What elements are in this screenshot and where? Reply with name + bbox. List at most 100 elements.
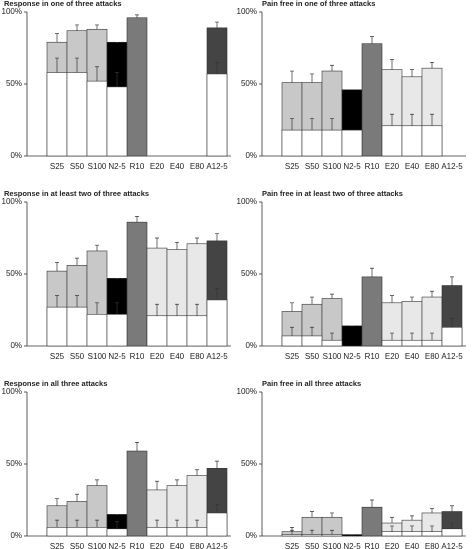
error-bar: [95, 244, 99, 251]
bar: [281, 534, 303, 537]
bar: [46, 72, 68, 157]
error-bar: [450, 505, 454, 512]
x-tick-label: S50: [70, 162, 85, 171]
error-bar: [290, 118, 294, 131]
error-bar: [215, 233, 219, 241]
x-tick-label: E20: [385, 542, 400, 549]
bar: [321, 339, 343, 347]
error-bar: [135, 14, 139, 18]
x-tick-label: E20: [385, 162, 400, 171]
error-bar: [75, 493, 79, 502]
error-bar: [330, 293, 334, 299]
error-bar: [55, 295, 59, 308]
x-tick-label: R10: [130, 162, 145, 171]
bar: [46, 527, 68, 537]
error-bar: [410, 113, 414, 126]
error-bar: [55, 498, 59, 506]
error-bar: [430, 525, 434, 532]
bar: [421, 531, 443, 537]
x-tick-label: R10: [130, 542, 145, 549]
bar: [401, 125, 423, 157]
x-tick-label: A12-5: [206, 162, 228, 171]
bar: [146, 527, 168, 537]
bar: [86, 527, 108, 537]
y-tick-label: 100%: [2, 7, 22, 16]
error-bar: [310, 529, 314, 535]
x-tick-label: N2-5: [108, 542, 126, 549]
error-bar: [330, 64, 334, 72]
y-tick-label: 0%: [245, 151, 257, 160]
panel-title: Pain free in at least two of three attac…: [262, 189, 403, 198]
bar: [421, 125, 443, 157]
y-tick-label: 0%: [10, 341, 22, 350]
error-bar: [430, 332, 434, 341]
x-tick-label: A12-5: [206, 352, 228, 361]
error-bar: [390, 525, 394, 532]
panel-title: Pain free in all three attacks: [262, 379, 361, 388]
y-tick-label: 100%: [237, 7, 257, 16]
x-tick-label: S50: [70, 542, 85, 549]
error-bar: [175, 241, 179, 250]
error-bar: [390, 332, 394, 341]
bar: [126, 17, 148, 157]
error-bar: [115, 302, 119, 315]
x-tick-label: E80: [190, 542, 205, 549]
bar: [361, 43, 383, 157]
x-tick-label: S100: [88, 542, 107, 549]
x-tick-label: E20: [150, 542, 165, 549]
y-tick-label: 50%: [6, 79, 22, 88]
error-bar: [195, 303, 199, 316]
x-tick-label: R10: [130, 352, 145, 361]
error-bar: [390, 113, 394, 126]
bar: [106, 528, 128, 537]
error-bar: [115, 505, 119, 515]
bar: [146, 315, 168, 347]
error-bar: [75, 24, 79, 31]
error-bar: [55, 262, 59, 272]
x-tick-label: S100: [88, 162, 107, 171]
error-bar: [410, 525, 414, 532]
x-tick-label: E20: [150, 352, 165, 361]
y-tick-label: 50%: [241, 269, 257, 278]
x-tick-label: S25: [50, 162, 65, 171]
y-tick-label: 100%: [237, 197, 257, 206]
bar: [341, 325, 363, 347]
x-tick-label: A12-5: [441, 542, 463, 549]
error-bar: [195, 519, 199, 528]
error-bar: [350, 316, 354, 326]
bar: [301, 534, 323, 537]
panel-title: Response in all three attacks: [4, 379, 107, 388]
bar: [281, 335, 303, 347]
error-bar: [115, 33, 119, 43]
bar: [301, 129, 323, 157]
x-tick-label: E40: [405, 162, 420, 171]
bar: [341, 129, 363, 157]
x-tick-label: E40: [405, 352, 420, 361]
error-bar: [290, 326, 294, 336]
error-bar: [75, 519, 79, 528]
error-bar: [410, 296, 414, 302]
error-bar: [55, 519, 59, 528]
bar: [126, 450, 148, 537]
y-tick-label: 50%: [241, 79, 257, 88]
bar: [361, 276, 383, 347]
error-bar: [155, 303, 159, 316]
x-tick-label: S25: [50, 542, 65, 549]
x-tick-label: S100: [323, 352, 342, 361]
error-bar: [215, 503, 219, 513]
x-tick-label: S100: [323, 162, 342, 171]
y-tick-label: 0%: [245, 341, 257, 350]
error-bar: [430, 113, 434, 126]
error-bar: [310, 511, 314, 518]
error-bar: [370, 499, 374, 508]
error-bar: [370, 267, 374, 277]
x-tick-label: N2-5: [343, 352, 361, 361]
panel-title: Response in one of three attacks: [4, 0, 122, 8]
error-bar: [175, 519, 179, 528]
x-tick-label: R10: [365, 542, 380, 549]
error-bar: [115, 266, 119, 279]
x-tick-label: E80: [425, 542, 440, 549]
error-bar: [75, 257, 79, 266]
error-bar: [95, 24, 99, 30]
